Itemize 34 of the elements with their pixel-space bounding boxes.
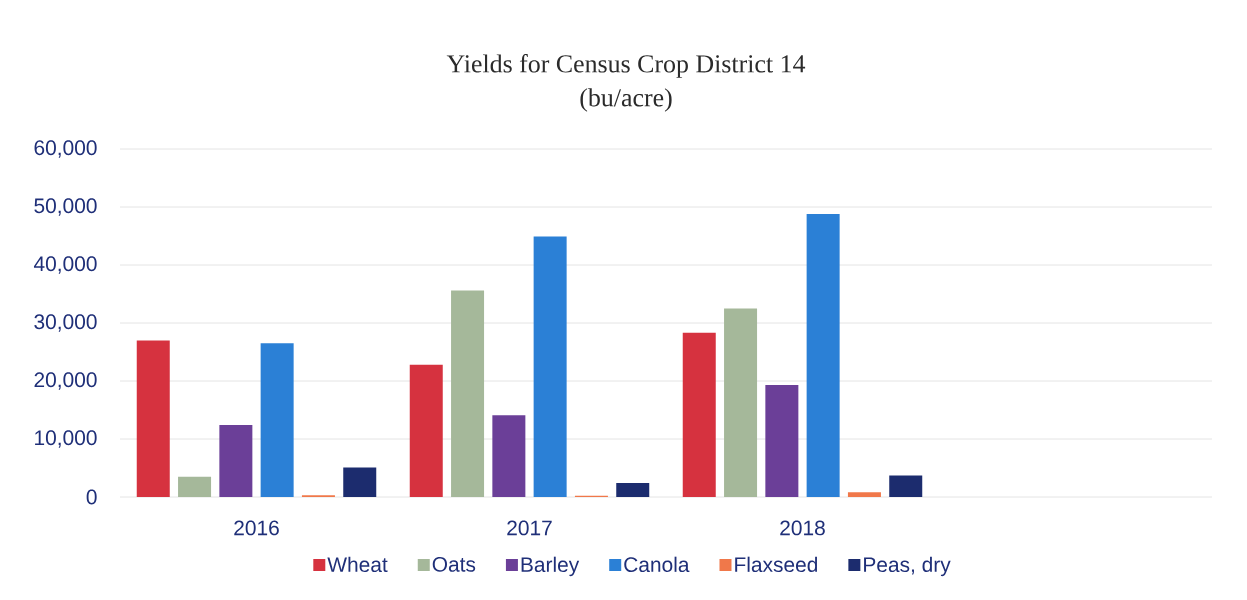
legend-label: Peas, dry bbox=[864, 556, 951, 577]
bar bbox=[260, 343, 294, 497]
x-tick-label: 2017 bbox=[507, 520, 552, 536]
bar bbox=[724, 308, 758, 497]
bar bbox=[889, 475, 923, 497]
bar bbox=[533, 236, 567, 497]
legend-label: Flaxseed bbox=[735, 556, 818, 573]
x-tick-label: 2018 bbox=[780, 520, 825, 536]
legend-label: Barley bbox=[521, 556, 580, 577]
bar bbox=[219, 425, 253, 497]
y-tick-label: 40,000 bbox=[33, 256, 97, 274]
bar bbox=[451, 290, 485, 497]
x-tick-label: 2016 bbox=[234, 520, 279, 536]
bar bbox=[765, 385, 799, 497]
bar bbox=[806, 213, 840, 497]
bar bbox=[492, 415, 526, 497]
bar bbox=[616, 483, 650, 497]
y-tick-label: 30,000 bbox=[34, 314, 97, 332]
legend-label: Oats bbox=[432, 556, 476, 572]
legend-label: Canola bbox=[624, 556, 690, 573]
y-tick-label: 60,000 bbox=[34, 140, 97, 158]
y-tick-label: 20,000 bbox=[34, 372, 97, 390]
y-tick-label: 0 bbox=[86, 489, 97, 505]
chart-title: Yields for Census Crop District 14 bbox=[446, 54, 806, 78]
y-tick-label: 50,000 bbox=[34, 198, 97, 216]
bar bbox=[343, 467, 377, 497]
bar bbox=[136, 340, 170, 497]
chart-subtitle: (bu/acre) bbox=[580, 88, 672, 112]
bar bbox=[847, 492, 881, 497]
bar bbox=[682, 332, 716, 497]
bar bbox=[409, 364, 443, 497]
bar bbox=[178, 476, 212, 497]
legend-label: Wheat bbox=[327, 556, 388, 573]
y-tick-label: 10,000 bbox=[35, 430, 97, 448]
